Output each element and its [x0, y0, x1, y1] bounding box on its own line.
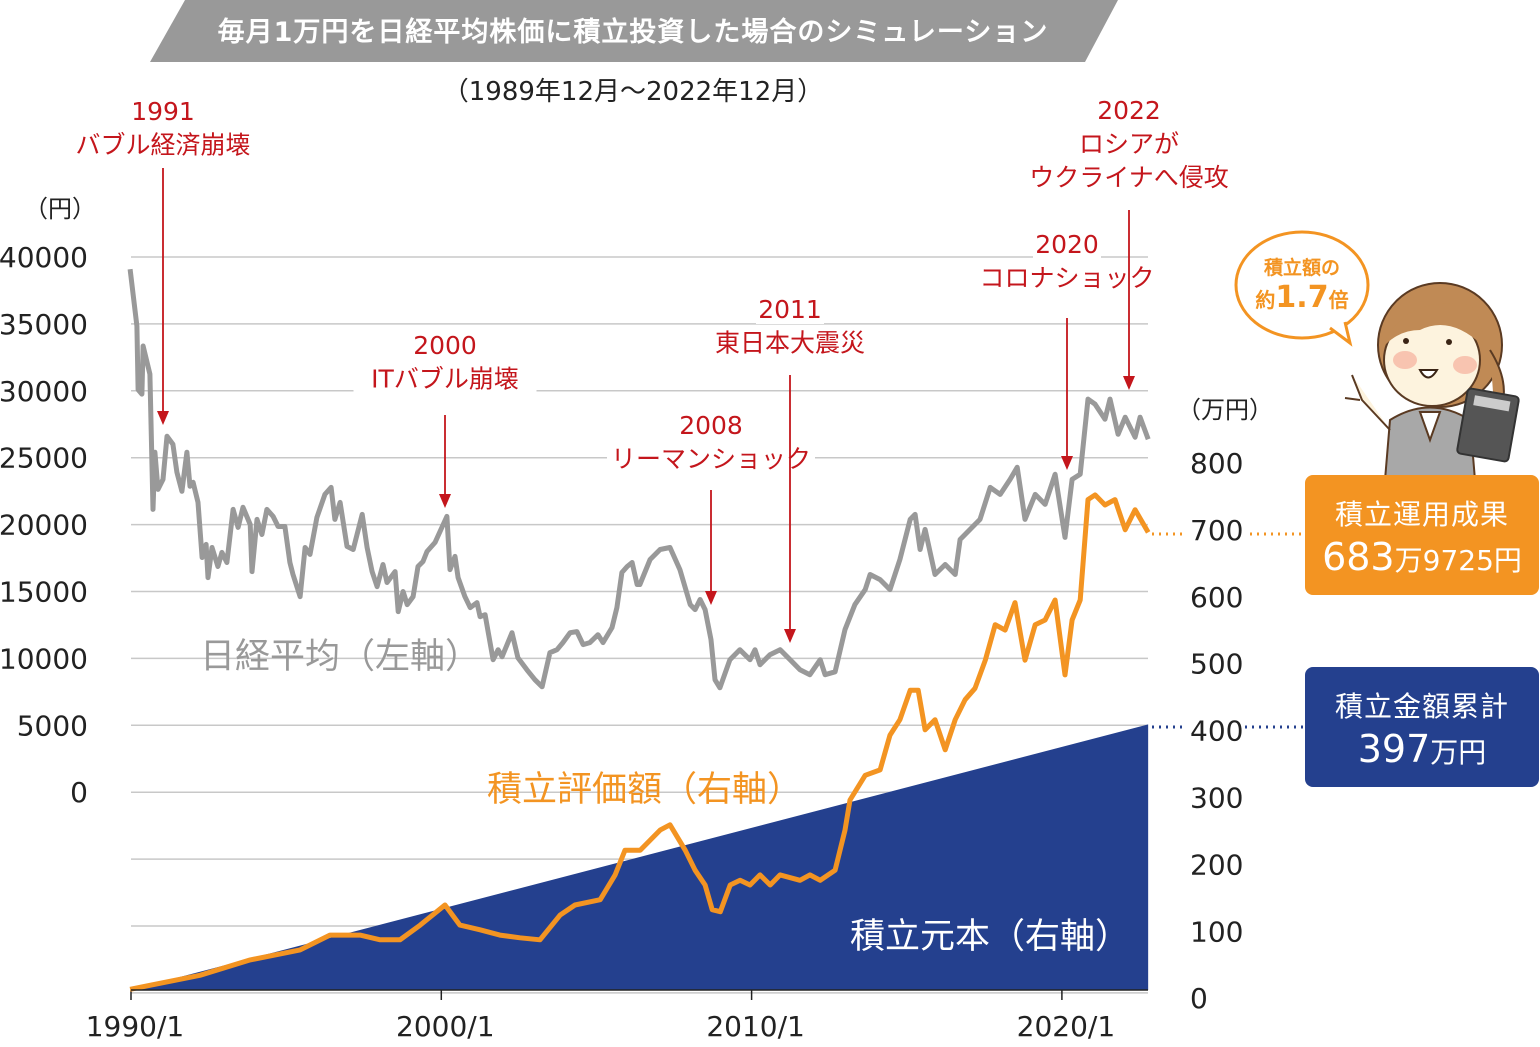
principal-value: 397万円 — [1357, 727, 1487, 771]
annotation-label-bg — [1095, 95, 1163, 125]
principal-box: 積立金額累計 397万円 — [1305, 667, 1539, 787]
annotation-description: 東日本大震災 — [715, 329, 865, 358]
arrow-down-icon — [784, 629, 796, 643]
result-label: 積立運用成果 — [1334, 498, 1509, 531]
annotation-2011: 2011 東日本大震災 — [711, 294, 869, 643]
annotation-1991: 1991 バブル経済崩壊 — [71, 96, 255, 425]
left-tick-label: 15000 — [0, 576, 88, 609]
speech-bubble: 積立額の 約1.7倍 — [1234, 230, 1370, 347]
title-banner — [150, 0, 1118, 62]
right-tick-label: 500 — [1190, 648, 1243, 681]
left-tick-label: 35000 — [0, 308, 88, 341]
annotation-label-bg — [756, 294, 824, 324]
chart-title: 毎月1万円を日経平均株価に積立投資した場合のシミュレーション — [218, 16, 1049, 48]
annotation-label-bg — [975, 262, 1159, 293]
annotation-label-bg — [1075, 128, 1183, 159]
annotation-label-bg — [607, 443, 815, 474]
annotation-description: バブル経済崩壊 — [75, 131, 250, 160]
annotation-label-bg — [1025, 162, 1233, 192]
x-tick-label: 2010/1 — [706, 1010, 805, 1043]
right-tick-label: 100 — [1190, 915, 1243, 948]
annotation-2000: 2000 ITバブル崩壊 — [353, 330, 537, 508]
annotation-year: 2022 — [1097, 96, 1161, 125]
annotation-2020: 2020 コロナショック — [975, 229, 1159, 470]
principal-area — [130, 724, 1149, 990]
result-value: 683万9725円 — [1322, 535, 1522, 579]
annotation-description: コロナショック — [979, 264, 1154, 293]
left-tick-label: 0 — [70, 776, 88, 809]
arrow-down-icon — [705, 591, 717, 605]
annotation-year: 2011 — [758, 295, 822, 324]
right-tick-label: 700 — [1190, 514, 1243, 547]
annotation-year: 2000 — [413, 331, 477, 360]
series-label-nikkei: 日経平均（左軸） — [200, 637, 480, 677]
annotation-label-bg — [1033, 229, 1101, 259]
bubble-line2: 約1.7倍 — [1255, 280, 1348, 315]
x-tick-label: 1990/1 — [86, 1010, 185, 1043]
annotation-year: 2020 — [1035, 230, 1099, 259]
left-tick-label: 10000 — [0, 642, 88, 675]
annotation-label-bg — [129, 96, 197, 126]
series-label-principal: 積立元本（右軸） — [850, 917, 1130, 957]
principal-label: 積立金額累計 — [1334, 690, 1509, 723]
left-axis-unit: （円） — [24, 195, 96, 223]
annotation-description: ロシアが — [1079, 130, 1179, 159]
right-tick-label: 800 — [1190, 447, 1243, 480]
annotation-2008: 2008 リーマンショック — [607, 410, 815, 605]
annotation-year: 1991 — [131, 97, 195, 126]
arrow-down-icon — [1061, 456, 1073, 470]
valuation-line — [129, 492, 1151, 992]
annotation-description: ウクライナへ侵攻 — [1029, 163, 1229, 192]
series-label-valuation: 積立評価額（右軸） — [487, 770, 802, 810]
x-tick-label: 2000/1 — [396, 1010, 495, 1043]
annotation-description: ITバブル崩壊 — [371, 365, 519, 394]
nikkei-line — [127, 268, 1151, 691]
x-tick-label: 2020/1 — [1017, 1010, 1116, 1043]
left-tick-label: 5000 — [17, 709, 88, 742]
left-tick-label: 30000 — [0, 375, 88, 408]
right-tick-label: 300 — [1190, 782, 1243, 815]
annotation-label-bg — [71, 129, 255, 160]
arrow-down-icon — [157, 411, 169, 425]
annotation-label-bg — [711, 327, 869, 358]
bubble-line1: 積立額の — [1264, 256, 1340, 279]
chart-subtitle: （1989年12月〜2022年12月） — [443, 77, 824, 107]
right-tick-label: 400 — [1190, 715, 1243, 748]
annotation-label-bg — [411, 330, 479, 360]
left-tick-label: 40000 — [0, 241, 88, 274]
right-tick-label: 600 — [1190, 581, 1243, 614]
left-tick-label: 25000 — [0, 442, 88, 475]
result-box: 積立運用成果 683万9725円 — [1305, 475, 1539, 595]
annotation-label-bg — [677, 410, 745, 440]
arrow-down-icon — [439, 494, 451, 508]
right-tick-label: 200 — [1190, 848, 1243, 881]
left-tick-label: 20000 — [0, 509, 88, 542]
annotation-label-bg — [353, 363, 537, 394]
right-tick-label: 0 — [1190, 982, 1208, 1015]
annotation-year: 2008 — [679, 411, 743, 440]
annotation-description: リーマンショック — [611, 445, 811, 474]
right-axis-unit: （万円） — [1177, 396, 1273, 424]
businesswoman-illustration — [1344, 282, 1520, 481]
arrow-down-icon — [1123, 376, 1135, 390]
